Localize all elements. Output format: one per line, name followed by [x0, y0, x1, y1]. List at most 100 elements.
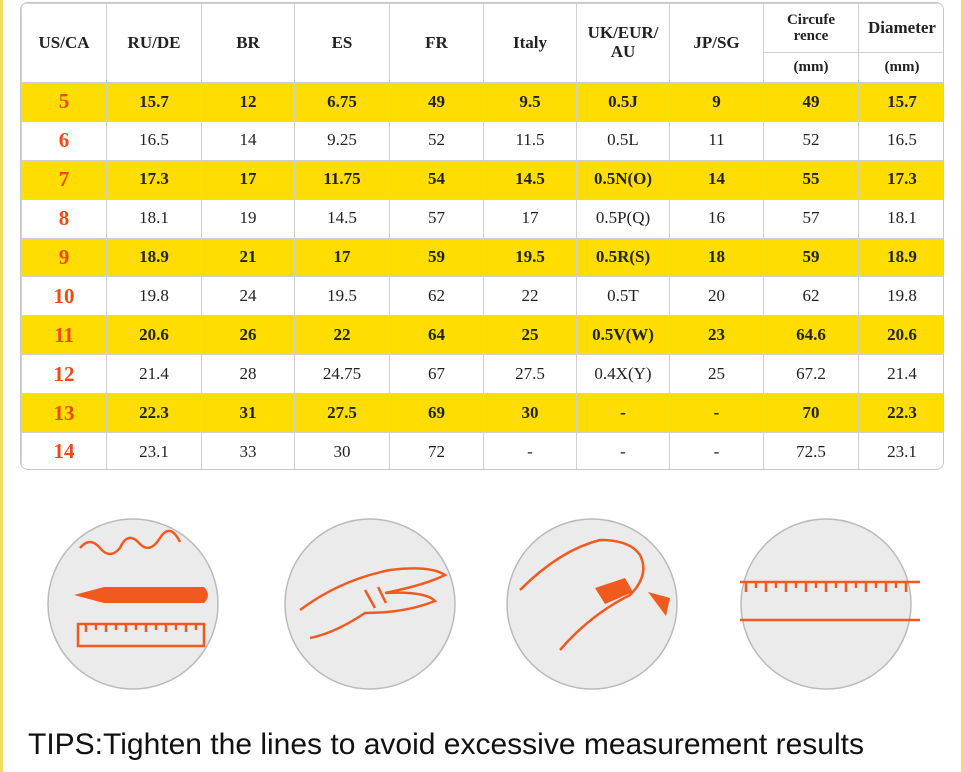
table-cell: 21: [201, 237, 295, 278]
icon-circle: [506, 518, 678, 690]
table-cell: 9: [21, 237, 107, 278]
table-cell: 62: [763, 276, 859, 317]
table-cell: 20: [669, 276, 764, 317]
table-cell: 17: [201, 159, 295, 200]
table-cell: -: [576, 432, 670, 469]
table-row: 7 17.3 17 11.75 54 14.5 0.5N(O) 14 55 17.3: [21, 159, 943, 200]
string: [79, 529, 182, 556]
marker: [595, 578, 670, 616]
table-cell: 21.4: [106, 354, 202, 395]
table-cell: 25: [483, 315, 577, 356]
edge: [961, 0, 964, 772]
finger-line: [363, 586, 388, 609]
header-line: AU: [610, 42, 636, 61]
icon-circle: [740, 518, 912, 690]
table-cell: 23: [669, 315, 764, 356]
table-cell: -: [576, 393, 670, 434]
table-row: 10 19.8 24 19.5 62 22 0.5T 20 62 19.8: [21, 276, 943, 317]
table-cell: 18.9: [858, 237, 943, 278]
ruler-ticks: [84, 624, 198, 632]
table-cell: 12: [201, 82, 295, 122]
column-header: Circufe rence: [763, 3, 859, 53]
table-cell: 16.5: [106, 120, 202, 161]
table-cell: 64: [389, 315, 484, 356]
column-header: BR: [201, 3, 295, 83]
table-cell: 31: [201, 393, 295, 434]
column-header: RU/DE: [106, 3, 202, 83]
table-cell: 8: [21, 198, 107, 239]
table-cell: 22: [483, 276, 577, 317]
table-cell: 69: [389, 393, 484, 434]
table-cell: 0.5L: [576, 120, 670, 161]
table-cell: 9.25: [294, 120, 390, 161]
table-cell: 17.3: [858, 159, 943, 200]
table-cell: 22.3: [858, 393, 943, 434]
edge: [0, 0, 3, 772]
table-cell: 0.5R(S): [576, 237, 670, 278]
table-cell: 67: [389, 354, 484, 395]
table-cell: 0.5T: [576, 276, 670, 317]
table-cell: 49: [389, 82, 484, 122]
header-unit: (mm): [763, 52, 859, 83]
table-cell: 13: [21, 393, 107, 434]
table-cell: 0.4X(Y): [576, 354, 670, 395]
ruler: [76, 622, 206, 648]
header-line: rence: [793, 28, 829, 44]
size-table: US/CA RU/DE BR ES FR Italy UK/EUR/AU JP/SG Circu…: [20, 2, 944, 470]
table-cell: 16.5: [858, 120, 943, 161]
table-row: 12 21.4 28 24.75 67 27.5 0.4X(Y) 25 67.2 21.4: [21, 354, 943, 395]
table-cell: 23.1: [106, 432, 202, 469]
tape: [740, 580, 920, 622]
table-cell: 59: [763, 237, 859, 278]
table-cell: 6: [21, 120, 107, 161]
table-cell: 19.8: [106, 276, 202, 317]
header-line: Italy: [513, 32, 547, 52]
table-cell: 30: [483, 393, 577, 434]
table-cell: 52: [763, 120, 859, 161]
table-cell: 57: [389, 198, 484, 239]
header-line: JP/SG: [693, 32, 740, 52]
table-cell: 9: [669, 82, 764, 122]
table-cell: 18.9: [106, 237, 202, 278]
table-cell: 11: [21, 315, 107, 356]
table-cell: 6.75: [294, 82, 390, 122]
table-cell: 17.3: [106, 159, 202, 200]
header-line: Circufe: [786, 11, 836, 28]
table-cell: 0.5J: [576, 82, 670, 122]
column-header: UK/EUR/AU: [576, 3, 670, 83]
table-cell: 20.6: [106, 315, 202, 356]
icon-circle: [47, 518, 219, 690]
table-cell: 14.5: [294, 198, 390, 239]
table-cell: 11.5: [483, 120, 577, 161]
table-cell: 54: [389, 159, 484, 200]
tips: TIPS:Tighten the lines to avoid excessiv…: [28, 728, 864, 761]
header-line: FR: [425, 32, 448, 52]
table-cell: 23.1: [858, 432, 943, 469]
table-cell: 49: [763, 82, 859, 122]
table-cell: 9.5: [483, 82, 577, 122]
table-cell: 59: [389, 237, 484, 278]
table-row: 8 18.1 19 14.5 57 17 0.5P(Q) 16 57 18.1: [21, 198, 943, 239]
table-cell: 70: [763, 393, 859, 434]
table-cell: 24.75: [294, 354, 390, 395]
column-header: Diameter: [858, 3, 943, 53]
header-line: BR: [236, 32, 260, 52]
header-line: Diameter: [868, 17, 936, 37]
header-line: ES: [331, 32, 353, 52]
table-cell: 19.8: [858, 276, 943, 317]
table-cell: -: [669, 432, 764, 469]
table-cell: 11: [669, 120, 764, 161]
table-cell: 72: [389, 432, 484, 469]
table-cell: 30: [294, 432, 390, 469]
column-header: FR: [389, 3, 484, 83]
table-cell: 19: [201, 198, 295, 239]
table-cell: 7: [21, 159, 107, 200]
table-cell: 22.3: [106, 393, 202, 434]
hand: [299, 567, 448, 640]
table-cell: 26: [201, 315, 295, 356]
table-cell: 14: [201, 120, 295, 161]
table-cell: 27.5: [483, 354, 577, 395]
table-cell: 24: [201, 276, 295, 317]
table-row: 6 16.5 14 9.25 52 11.5 0.5L 11 52 16.5: [21, 120, 943, 161]
